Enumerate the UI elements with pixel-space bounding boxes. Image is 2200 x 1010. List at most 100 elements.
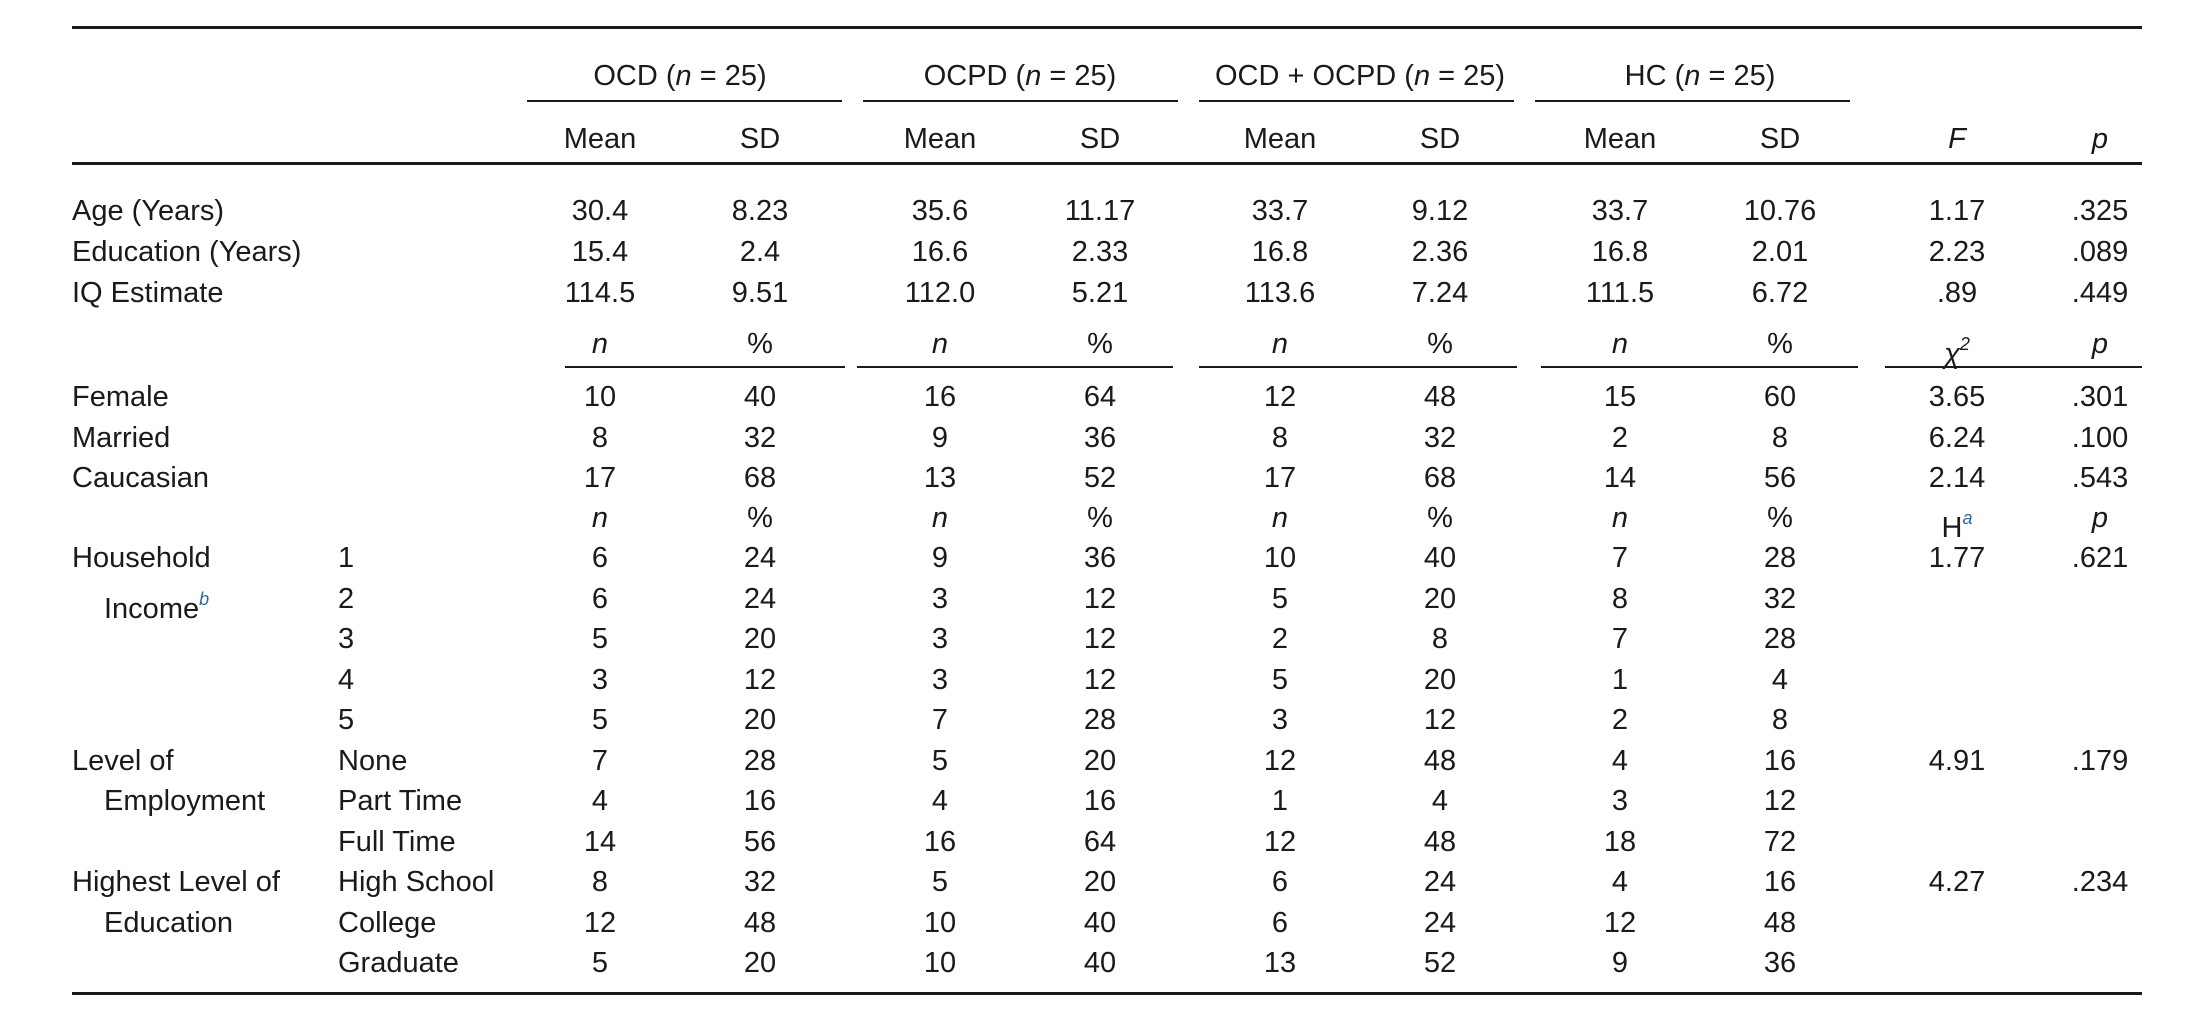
cell-value: 7 <box>931 704 949 736</box>
level-label: Part Time <box>338 785 463 817</box>
level-label: High School <box>338 866 495 898</box>
subheader-underline <box>857 366 1173 368</box>
subheader-pct: % <box>747 328 773 360</box>
test-statistic: 3.65 <box>1928 381 1986 413</box>
cell-value: 24 <box>743 582 777 615</box>
cell-value: 1 <box>1611 663 1629 696</box>
cell-value: 5.21 <box>1071 277 1129 309</box>
group-n-label: n <box>1025 60 1042 92</box>
subheader-underline <box>1885 366 2142 368</box>
cell-value: 8 <box>1771 422 1789 454</box>
group-n-value: = 25) <box>1041 60 1117 92</box>
cell-value: 2.36 <box>1411 236 1469 268</box>
cell-value: 9.51 <box>731 277 789 309</box>
group-n-label: n <box>1413 60 1431 92</box>
cell-value: 6 <box>1271 866 1289 898</box>
level-label: 4 <box>338 663 355 696</box>
cell-value: 5 <box>931 744 949 777</box>
group-n-label: n <box>675 60 692 92</box>
cell-value: 5 <box>591 704 609 736</box>
cell-value: 32 <box>1423 422 1457 454</box>
subheader-underline <box>565 366 845 368</box>
subheader-stat: χ2 <box>1944 334 1970 370</box>
cell-value: 6.72 <box>1751 277 1809 309</box>
cell-value: 12 <box>1083 623 1117 655</box>
cell-value: 12 <box>1423 704 1457 736</box>
cell-value: 9.12 <box>1411 195 1469 227</box>
cell-value: 28 <box>1763 623 1797 655</box>
cell-value: 16.8 <box>1251 236 1309 268</box>
cell-value: 40 <box>1423 542 1457 574</box>
col-header-sd: SD <box>1419 123 1461 155</box>
row-label: Age (Years) <box>72 195 225 227</box>
group-header: HC (n = 25) <box>1625 56 1776 96</box>
cell-value: 12 <box>1083 663 1117 696</box>
cell-value: 24 <box>1423 906 1457 939</box>
cell-value: 24 <box>1423 866 1457 898</box>
cell-value: 20 <box>1083 866 1117 898</box>
cell-value: 64 <box>1083 825 1117 858</box>
row-label: Highest Level of <box>72 866 280 898</box>
cell-value: 48 <box>743 906 777 939</box>
cell-value: 32 <box>743 422 777 454</box>
level-label: 5 <box>338 704 355 736</box>
cell-value: 64 <box>1083 381 1117 413</box>
p-value: .301 <box>2071 381 2129 413</box>
cell-value: 52 <box>1083 462 1117 494</box>
subheader-stat-superscript: a <box>1962 508 1973 528</box>
subheader-n: n <box>931 328 949 360</box>
cell-value: 7.24 <box>1411 277 1469 309</box>
group-underline <box>863 100 1178 102</box>
cell-value: 36 <box>1763 947 1797 979</box>
cell-value: 2 <box>1611 422 1629 454</box>
test-statistic: 4.27 <box>1928 866 1986 898</box>
cell-value: 7 <box>1611 542 1629 574</box>
cell-value: 35.6 <box>911 195 969 227</box>
cell-value: 40 <box>1083 947 1117 979</box>
cell-value: 12 <box>1263 381 1297 413</box>
subheader-n: n <box>1611 328 1629 360</box>
subheader-underline <box>1541 366 1858 368</box>
subheader-n: n <box>1271 502 1289 534</box>
subheader-n: n <box>931 502 949 534</box>
cell-value: 48 <box>1423 381 1457 413</box>
cell-value: 10 <box>923 906 957 939</box>
group-n-value: = 25) <box>1430 60 1506 92</box>
cell-value: 10 <box>1263 542 1297 574</box>
subheader-pct: % <box>1427 328 1453 360</box>
p-value: .543 <box>2071 462 2129 494</box>
cell-value: 14 <box>583 825 617 858</box>
cell-value: 32 <box>743 866 777 898</box>
cell-value: 112.0 <box>904 277 976 309</box>
cell-value: 12 <box>1603 906 1637 939</box>
cell-value: 15.4 <box>571 236 629 268</box>
cell-value: 5 <box>591 947 609 979</box>
group-header: OCPD (n = 25) <box>924 56 1117 96</box>
cell-value: 20 <box>743 623 777 655</box>
cell-value: 3 <box>931 582 949 615</box>
test-statistic: 2.14 <box>1928 462 1986 494</box>
cell-value: 13 <box>923 462 957 494</box>
cell-value: 60 <box>1763 381 1797 413</box>
cell-value: 16.8 <box>1591 236 1649 268</box>
group-header: OCD + OCPD (n = 25) <box>1215 56 1505 96</box>
cell-value: 56 <box>743 825 777 858</box>
cell-value: 36 <box>1083 542 1117 574</box>
cell-value: 8 <box>1431 623 1449 655</box>
col-header-sd: SD <box>739 123 781 155</box>
cell-value: 48 <box>1423 744 1457 777</box>
cell-value: 16 <box>923 381 957 413</box>
row-label: Female <box>72 381 169 413</box>
header-bottom-rule <box>72 162 2142 165</box>
cell-value: 2.4 <box>739 236 781 268</box>
row-label-continued: Incomeb <box>104 588 210 625</box>
p-value: .234 <box>2071 866 2129 898</box>
footnote-marker: b <box>199 588 210 609</box>
group-underline <box>527 100 842 102</box>
p-value: .089 <box>2071 236 2129 268</box>
top-rule <box>72 26 2142 29</box>
cell-value: 72 <box>1763 825 1797 858</box>
p-value: .100 <box>2071 422 2129 454</box>
cell-value: 5 <box>931 866 949 898</box>
group-name: HC ( <box>1624 60 1685 92</box>
